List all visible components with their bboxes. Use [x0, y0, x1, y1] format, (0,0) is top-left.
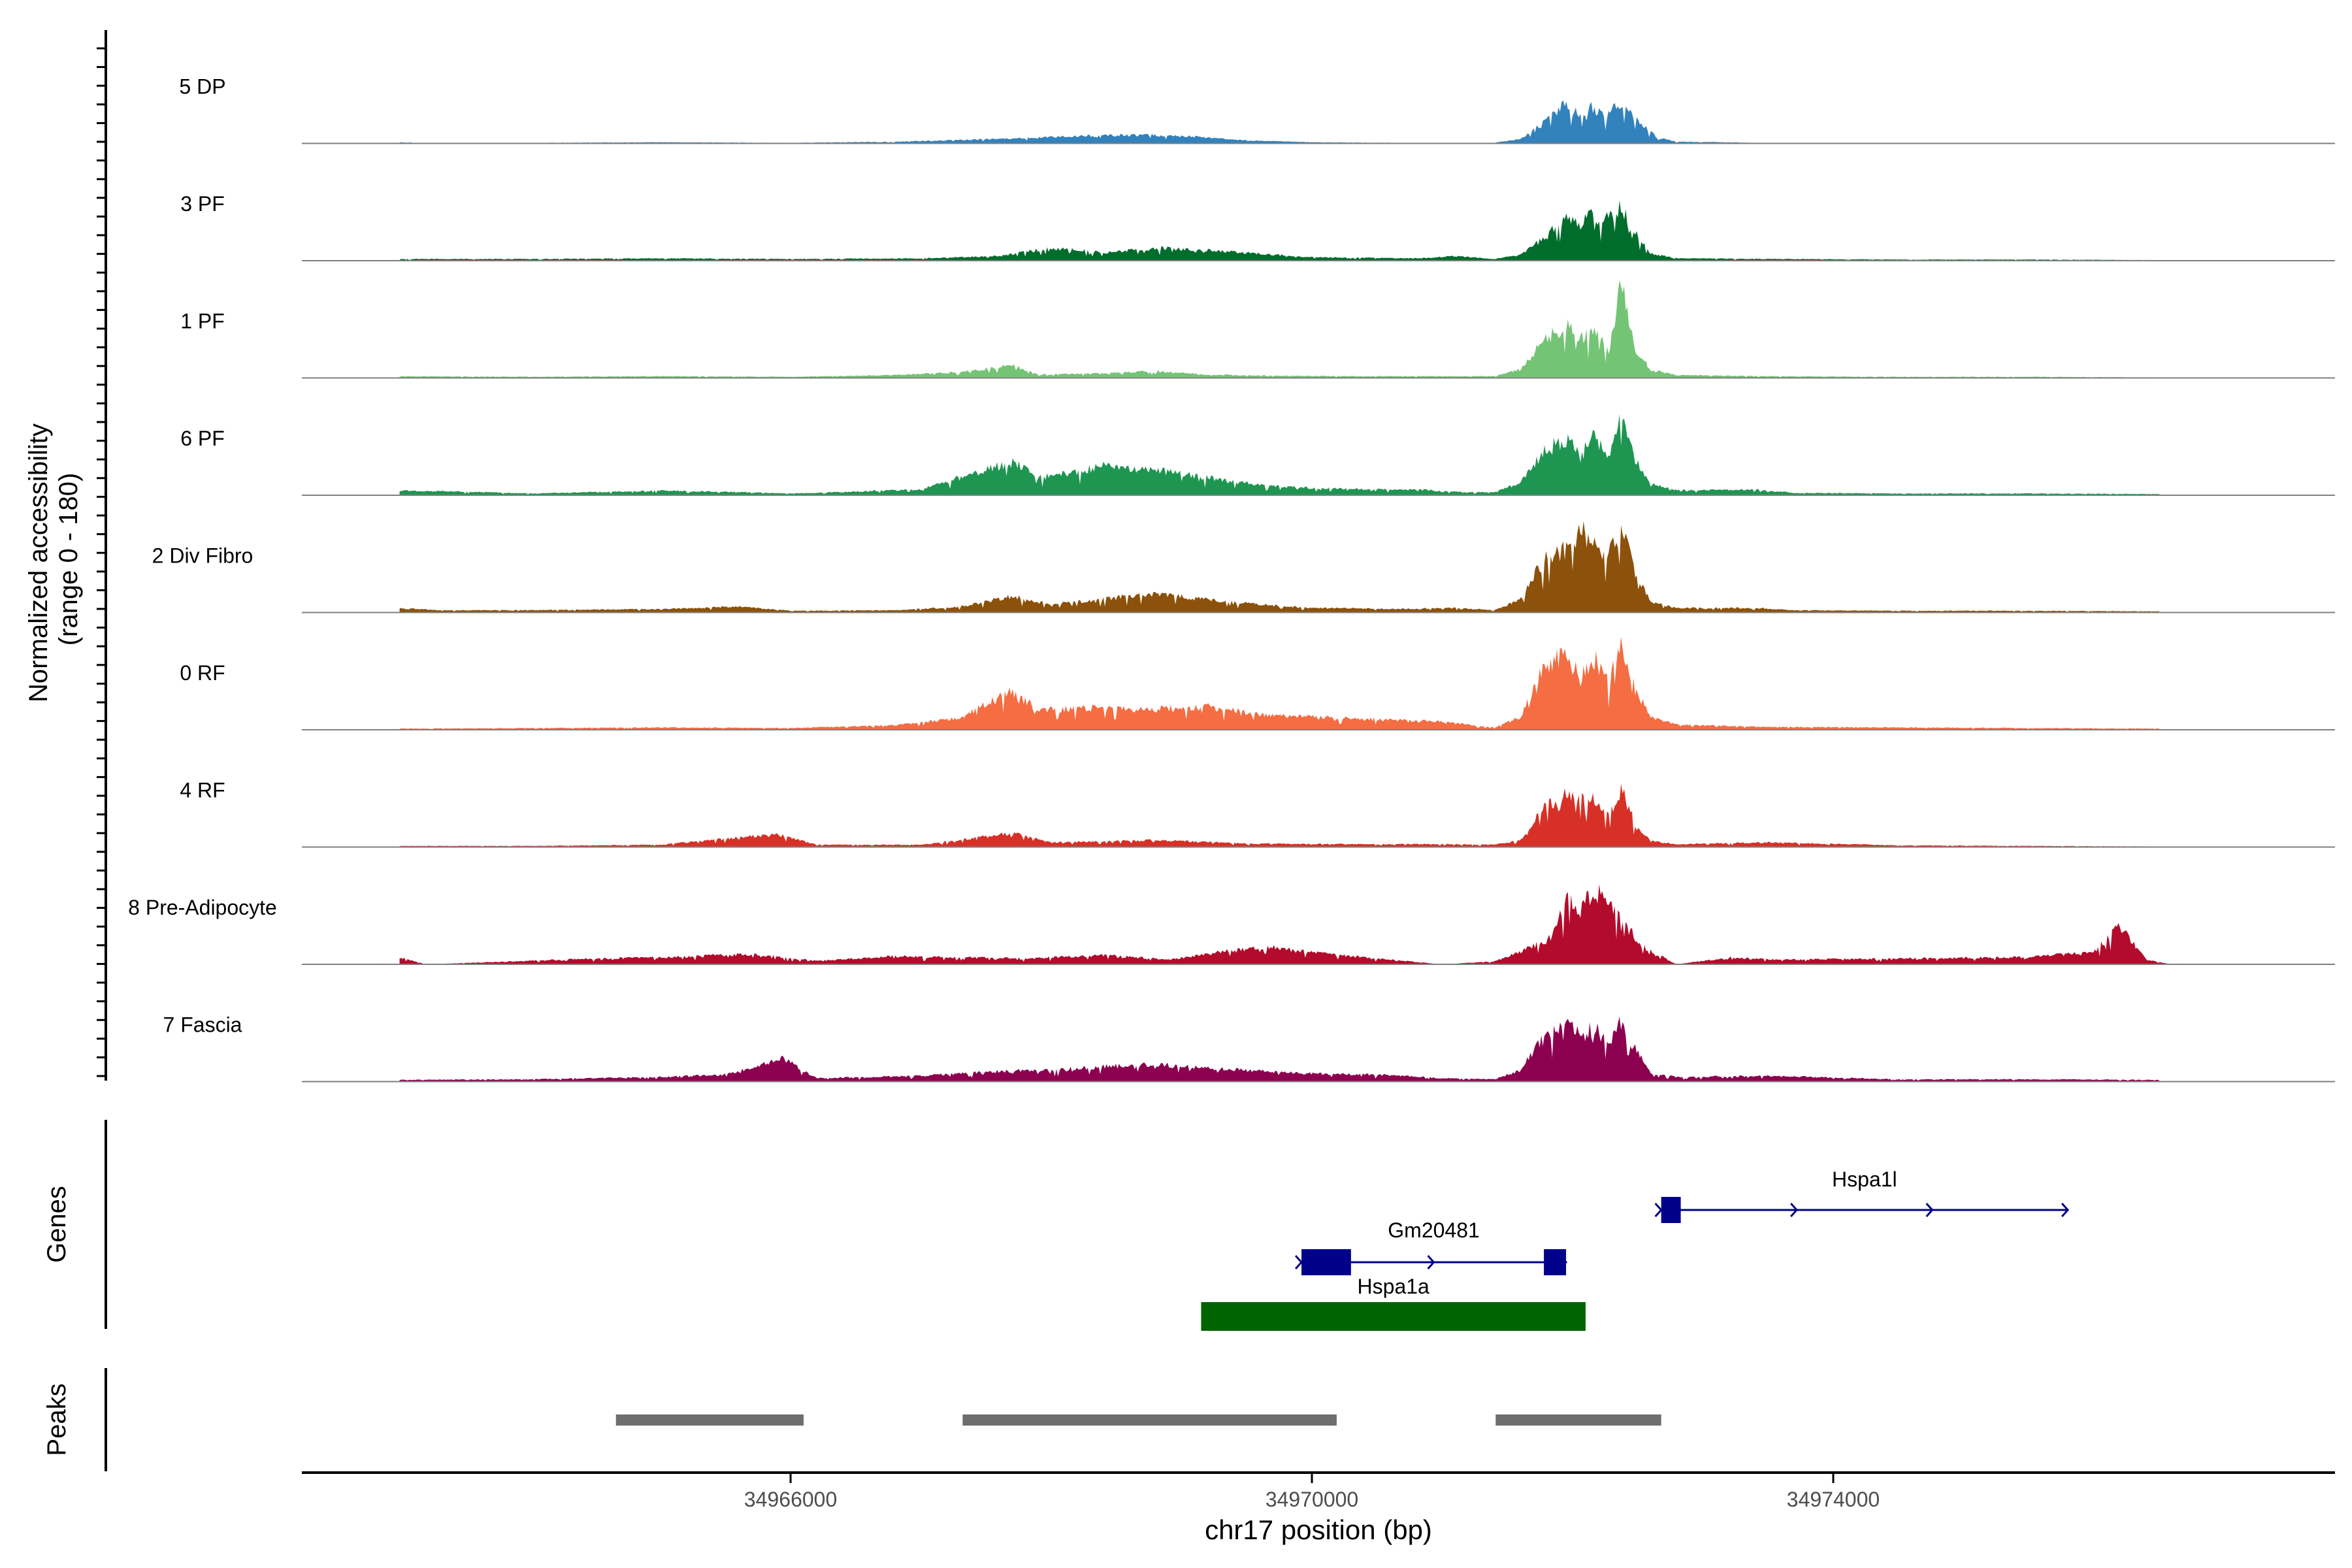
- x-tick-label: 34966000: [744, 1488, 837, 1511]
- track-label: 3 PF: [180, 192, 225, 216]
- gene-models: Gm20481 Hspa1a Hspa1l: [1201, 1168, 2070, 1331]
- peak-bar: [1495, 1414, 1661, 1426]
- gene-label: Hspa1l: [1832, 1168, 1897, 1191]
- coverage-track: 2 Div Fibro: [152, 521, 2335, 613]
- coverage-tracks: 5 DP 3 PF 1 PF 6 PF 2 Div Fibro 0 RF 4 RF 8 Pre…: [128, 75, 2335, 1083]
- coverage-track: 0 RF: [180, 636, 2335, 730]
- peaks-panel: Peaks: [42, 1368, 1661, 1471]
- gene-label: Hspa1a: [1358, 1275, 1430, 1298]
- genes-panel-label: Genes: [42, 1186, 71, 1263]
- gene-exon: [1661, 1197, 1681, 1223]
- strand-arrow: [1925, 1202, 1934, 1218]
- strand-arrow: [1427, 1254, 1435, 1270]
- track-label: 5 DP: [179, 75, 225, 99]
- track-label: 7 Fascia: [163, 1013, 242, 1037]
- gene-model: Hspa1a: [1201, 1275, 1586, 1331]
- y-axis-label-line2: (range 0 - 180): [54, 473, 83, 646]
- track-label: 8 Pre-Adipocyte: [128, 896, 277, 919]
- gene-model: Hspa1l: [1654, 1168, 2070, 1223]
- coverage-y-ticks: [97, 47, 106, 1077]
- peak-bar: [615, 1414, 804, 1426]
- strand-arrow: [1654, 1202, 1663, 1218]
- peak-bar: [962, 1414, 1337, 1426]
- track-label: 0 RF: [180, 661, 225, 685]
- peaks-panel-label: Peaks: [42, 1383, 71, 1456]
- x-tick-label: 34974000: [1787, 1488, 1880, 1511]
- track-label: 6 PF: [180, 427, 225, 450]
- coverage-track: 1 PF: [180, 280, 2335, 379]
- coverage-track: 3 PF: [180, 192, 2335, 261]
- track-label: 2 Div Fibro: [152, 544, 253, 568]
- x-axis-ticks: 34966000 34970000 34974000: [744, 1473, 1880, 1511]
- x-axis: 34966000 34970000 34974000 chr17 position …: [302, 1471, 2335, 1545]
- gene-exon: [1544, 1249, 1567, 1275]
- gene-exon: [1201, 1302, 1586, 1331]
- coverage-track: 5 DP: [179, 75, 2335, 144]
- coverage-track: 4 RF: [180, 779, 2335, 848]
- coverage-track: 6 PF: [180, 414, 2335, 496]
- strand-arrow: [1790, 1202, 1799, 1218]
- genes-panel: Genes Gm20481 Hspa1a Hspa1l: [42, 1120, 2070, 1331]
- x-tick-label: 34970000: [1266, 1488, 1358, 1511]
- gene-label: Gm20481: [1388, 1218, 1480, 1242]
- track-label: 1 PF: [180, 310, 225, 333]
- strand-arrow: [2061, 1202, 2070, 1218]
- gene-exon: [1301, 1249, 1351, 1275]
- coverage-track: 7 Fascia: [163, 1013, 2335, 1083]
- y-axis-label-line1: Normalized accessibility: [24, 423, 53, 702]
- track-label: 4 RF: [180, 779, 225, 802]
- y-axis-label: Normalized accessibility (range 0 - 180): [24, 416, 83, 702]
- x-axis-label: chr17 position (bp): [1205, 1514, 1432, 1545]
- coverage-panel: 5 DP 3 PF 1 PF 6 PF 2 Div Fibro 0 RF 4 RF 8 Pre…: [24, 30, 2335, 1083]
- coverage-track: 8 Pre-Adipocyte: [128, 884, 2335, 965]
- gene-model: Gm20481: [1294, 1218, 1568, 1275]
- peak-regions: [615, 1414, 1661, 1426]
